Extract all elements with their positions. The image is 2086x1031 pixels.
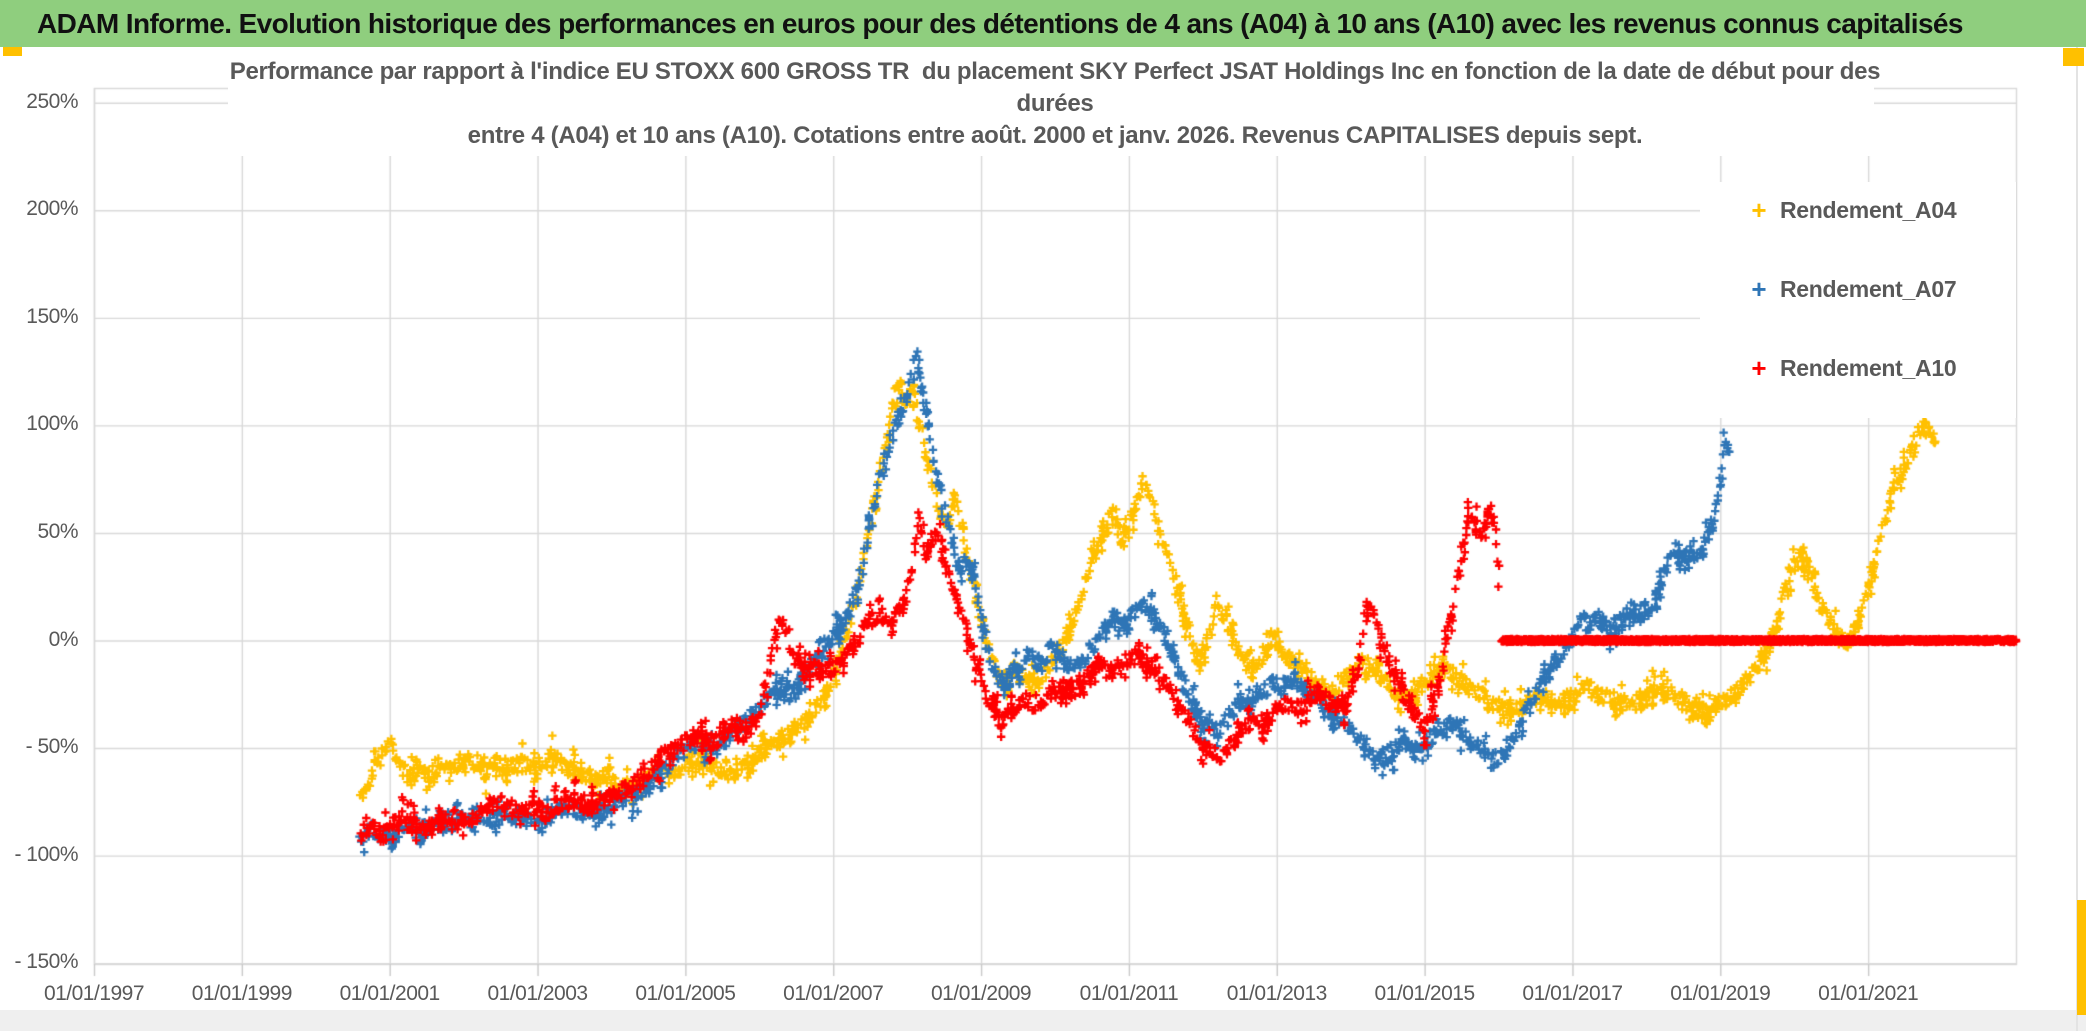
plus-marker-icon: +	[1751, 274, 1767, 304]
banner-title: ADAM Informe. Evolution historique des p…	[37, 7, 1963, 39]
chart-title-line1: Performance par rapport à l'indice EU ST…	[229, 58, 1881, 85]
y-axis-label: 200%	[26, 197, 78, 221]
y-axis-label: 0%	[48, 627, 79, 651]
plus-marker-icon: +	[1751, 353, 1767, 383]
y-axis-label: 250%	[26, 89, 78, 113]
legend-label: Rendement_A10	[1780, 354, 1957, 381]
y-axis-label: - 150%	[14, 950, 78, 974]
legend-item-rendement_a07[interactable]: + Rendement_A07	[1746, 269, 1956, 309]
x-axis-label: 01/01/2003	[487, 982, 588, 1005]
x-axis-label: 01/01/2005	[635, 982, 736, 1005]
x-axis-label: 01/01/2007	[783, 982, 884, 1005]
x-axis-label: 01/01/2011	[1079, 982, 1179, 1005]
x-axis-label: 01/01/1999	[191, 982, 293, 1005]
x-axis-label: 01/01/2021	[1818, 982, 1919, 1005]
legend-item-rendement_a10[interactable]: + Rendement_A10	[1746, 348, 1956, 388]
legend-label: Rendement_A04	[1780, 196, 1957, 223]
gold-accent-bottom-right	[2077, 900, 2086, 1015]
y-axis-label: 100%	[26, 412, 78, 436]
legend-label: Rendement_A07	[1780, 275, 1957, 302]
title-background	[228, 52, 1874, 156]
gold-accent-top-right	[2063, 48, 2084, 66]
x-axis-label: 01/01/2017	[1522, 982, 1623, 1005]
x-axis-label: 01/01/2019	[1670, 982, 1771, 1005]
chart-title-line3: entre 4 (A04) et 10 ans (A10). Cotations…	[467, 122, 1643, 149]
banner: ADAM Informe. Evolution historique des p…	[0, 0, 2086, 47]
x-axis-label: 01/01/1997	[43, 982, 145, 1005]
right-edge-line	[2076, 47, 2078, 1031]
y-axis-label: - 50%	[25, 735, 79, 759]
x-axis-label: 01/01/2009	[931, 982, 1032, 1005]
plus-marker-icon: +	[1751, 195, 1767, 225]
bottom-strip	[0, 1010, 2086, 1031]
x-axis-label: 01/01/2001	[339, 982, 441, 1005]
y-axis-label: - 100%	[14, 842, 78, 866]
gold-accent-top-left	[3, 47, 22, 56]
x-axis-label: 01/01/2013	[1226, 982, 1328, 1005]
x-axis-label: 01/01/2015	[1374, 982, 1476, 1005]
legend-background	[1700, 182, 2016, 418]
legend-item-rendement_a04[interactable]: + Rendement_A04	[1746, 190, 1956, 230]
chart-title-line2: durées	[1016, 90, 1094, 117]
y-axis-label: 50%	[37, 519, 78, 543]
y-axis-label: 150%	[26, 304, 78, 328]
